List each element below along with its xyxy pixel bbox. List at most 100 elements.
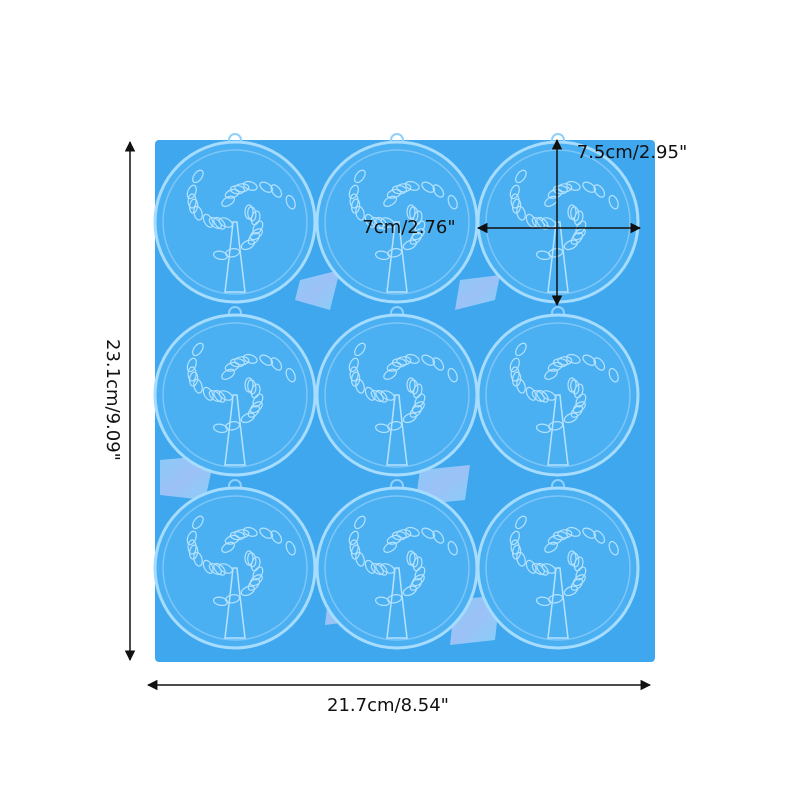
leaf [234,529,250,539]
tree-trunk [386,567,408,639]
leaf [402,239,418,251]
leaf [509,184,520,200]
leaf [187,366,197,382]
leaf [525,559,537,574]
leaf [593,530,606,544]
leaf [270,357,283,371]
leaf [510,539,520,555]
leaf [516,378,526,394]
leaf [412,556,423,572]
leaf [229,185,245,195]
leaf [247,379,257,395]
leaf [225,248,241,258]
leaf [593,184,606,198]
tree-trunk [224,394,246,466]
leaf [247,232,261,245]
leaf [447,540,458,556]
leaf [570,578,584,591]
leaf [409,232,423,245]
leaf [192,169,204,184]
leaf [218,563,233,574]
leaf [531,562,545,576]
leaf [412,383,423,399]
leaf [563,239,579,251]
circle-height-label: 7.5cm/2.95" [577,142,687,163]
leaf [247,578,261,591]
tree-trunk [386,221,408,293]
leaf [570,405,584,418]
leaf [354,169,366,184]
leaf [364,559,376,574]
leaf [370,562,384,576]
leaf [240,412,256,424]
tree-trunk [547,394,569,466]
leaf [515,342,527,357]
leaf [202,386,214,401]
leaf [186,357,197,373]
leaf [193,551,203,567]
leaf [285,540,296,556]
leaf [396,183,412,193]
leaf [364,386,376,401]
leaf [187,539,197,555]
leaf [447,194,458,210]
tree-trunk [547,567,569,639]
leaf [234,356,250,366]
leaf [548,421,564,431]
cavity-inner [162,322,308,468]
leaf [370,216,384,230]
leaf [270,530,283,544]
leaf [531,389,545,403]
leaf [387,248,403,258]
leaf [608,367,619,383]
leaf [421,354,436,366]
leaf [570,552,580,568]
leaf [412,210,423,226]
leaf [608,194,619,210]
leaf [380,217,395,228]
width-label: 21.7cm/8.54" [327,695,449,716]
leaf [402,585,418,597]
leaf [409,405,423,418]
leaf [348,184,359,200]
leaf [355,551,365,567]
leaf [259,527,274,539]
leaf [349,539,359,555]
leaf [354,342,366,357]
leaf [247,206,257,222]
leaf [509,530,520,546]
leaf [593,357,606,371]
leaf [541,390,556,401]
leaf [447,367,458,383]
leaf [432,357,445,371]
leaf [364,213,376,228]
leaf [186,184,197,200]
leaf [582,354,597,366]
leaf [570,206,580,222]
leaf [285,194,296,210]
leaf [509,357,520,373]
leaf [208,389,222,403]
leaf [250,556,261,572]
leaf [380,390,395,401]
leaf [208,562,222,576]
leaf [608,540,619,556]
tree-trunk [386,394,408,466]
leaf [192,342,204,357]
leaf [541,563,556,574]
leaf [515,169,527,184]
leaf [548,594,564,604]
leaf [570,232,584,245]
leaf [218,390,233,401]
leaf [573,383,584,399]
height-label: 23.1cm/9.09" [102,339,123,461]
leaf [409,379,419,395]
leaf [225,594,241,604]
leaf [247,405,261,418]
leaf [240,239,256,251]
leaf [387,421,403,431]
leaf [387,594,403,604]
leaf [187,193,197,209]
leaf [432,530,445,544]
circle-width-label: 7cm/2.76" [362,217,455,238]
